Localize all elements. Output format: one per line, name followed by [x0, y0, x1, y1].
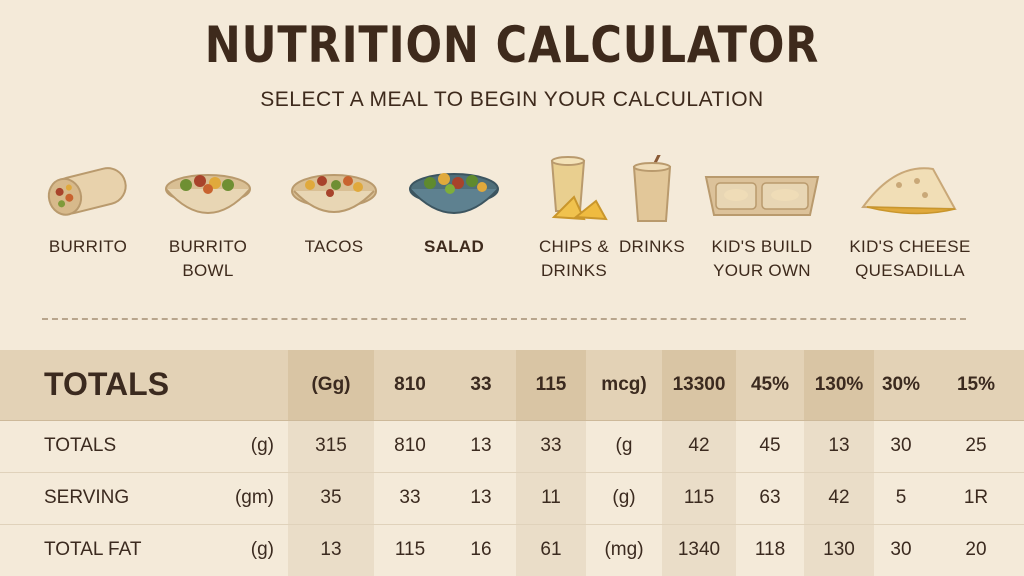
table-cell: 42: [662, 420, 736, 472]
table-row: TOTAL FAT (g) 13 115 16 61 (mg) 1340 118…: [0, 524, 1024, 576]
meal-salad[interactable]: SALAD: [404, 155, 504, 259]
table-cell: 20: [965, 539, 987, 560]
table-header-cell: 45%: [736, 350, 804, 421]
table-header-cell: 130%: [804, 350, 874, 421]
table-header-cell: (Gg): [288, 350, 374, 421]
table-cell: 13: [288, 524, 374, 576]
row-label: TOTALS: [44, 435, 117, 456]
meal-tacos[interactable]: TACOS: [284, 155, 384, 259]
table-row: TOTALS (g) 315 810 13 33 (g 42 45 13 30 …: [0, 420, 1024, 472]
table-cell: 130: [804, 524, 874, 576]
meal-label: SALAD: [423, 237, 485, 256]
meal-label: BURRITO: [48, 237, 128, 256]
table-cell: 115: [394, 539, 426, 560]
table-row: SERVING (gm) 35 33 13 11 (g) 115 63 42 5…: [0, 472, 1024, 524]
table-header-cell: 30%: [874, 350, 928, 421]
quesadilla-icon: [861, 167, 957, 215]
table-cell: 16: [470, 539, 492, 560]
table-cell: 13: [470, 487, 492, 508]
burrito-icon: [47, 167, 127, 216]
section-divider: [42, 318, 966, 320]
table-cell: 45: [759, 435, 781, 456]
table-header-cell: 15%: [928, 350, 1024, 421]
meal-label: KID'S CHEESE QUESADILLA: [849, 237, 971, 280]
table-cell: 63: [759, 487, 781, 508]
nutrition-table: TOTALS (Gg) 810 33 115 mcg) 13300 45% 13…: [0, 350, 1024, 576]
row-label: TOTAL FAT: [44, 539, 142, 560]
table-cell: 61: [516, 524, 586, 576]
table-cell: 118: [754, 539, 786, 560]
row-unit: (g): [250, 539, 274, 560]
header-row-name: TOTALS: [0, 350, 288, 421]
tacos-icon: [291, 174, 377, 213]
table-cell: 13: [470, 435, 492, 456]
meal-label: CHIPS & DRINKS: [538, 237, 610, 280]
table-cell: 33: [399, 487, 421, 508]
meal-burrito-bowl[interactable]: BURRITO BOWL: [158, 155, 258, 283]
table-cell: 25: [965, 435, 987, 456]
table-header-cell: 33: [446, 350, 516, 421]
table-cell: 30: [890, 539, 912, 560]
row-unit: (gm): [234, 487, 274, 508]
table-cell: 30: [890, 435, 912, 456]
meal-label: TACOS: [304, 237, 364, 256]
table-header-cell: 13300: [662, 350, 736, 421]
table-cell: 1340: [662, 524, 736, 576]
meal-label: DRINKS: [618, 237, 686, 256]
row-label: SERVING: [44, 487, 130, 508]
table-cell: 115: [662, 472, 736, 524]
drink-cup-icon: [632, 155, 672, 222]
row-unit: (g): [250, 435, 274, 456]
table-header-row: TOTALS (Gg) 810 33 115 mcg) 13300 45% 13…: [0, 350, 1024, 421]
table-cell: 33: [516, 420, 586, 472]
salad-icon: [409, 173, 499, 214]
table-cell: 35: [288, 472, 374, 524]
table-cell: 13: [804, 420, 874, 472]
table-cell: (mg): [604, 539, 644, 560]
meal-label: BURRITO BOWL: [168, 237, 248, 280]
bowl-icon: [165, 174, 251, 214]
nutrition-table-container: TOTALS (Gg) 810 33 115 mcg) 13300 45% 13…: [0, 350, 1024, 576]
meal-kids-build-your-own[interactable]: KID'S BUILD YOUR OWN: [700, 155, 824, 283]
table-header-cell: 810: [374, 350, 446, 421]
table-cell: 810: [394, 435, 426, 456]
table-cell: 315: [288, 420, 374, 472]
meal-kids-cheese-quesadilla[interactable]: KID'S CHEESE QUESADILLA: [842, 155, 978, 283]
kids-tray-icon: [704, 176, 820, 216]
table-cell: 1R: [963, 487, 989, 508]
meal-burrito[interactable]: BURRITO: [38, 155, 138, 259]
table-cell: 11: [516, 472, 586, 524]
meal-label: KID'S BUILD YOUR OWN: [711, 237, 813, 280]
meal-drinks[interactable]: DRINKS: [604, 155, 700, 259]
table-header-cell: mcg): [586, 350, 662, 421]
table-cell: (g: [615, 435, 633, 456]
table-cell: (g): [612, 487, 636, 508]
page-subtitle: SELECT A MEAL TO BEGIN YOUR CALCULATION: [260, 88, 764, 111]
table-cell: 5: [895, 487, 907, 508]
table-cell: 42: [804, 472, 874, 524]
table-header-cell: 115: [516, 350, 586, 421]
meal-chips-drinks[interactable]: CHIPS & DRINKS: [524, 155, 624, 283]
page-title: NUTRITION CALCULATOR: [204, 16, 820, 74]
chips-drink-icon: [550, 156, 608, 221]
